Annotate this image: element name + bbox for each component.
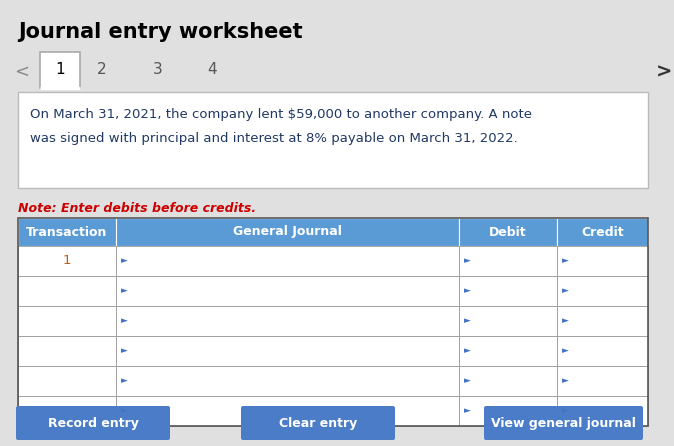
Bar [116, 336, 459, 366]
Text: ►: ► [561, 347, 569, 355]
Text: On March 31, 2021, the company lent $59,000 to another company. A note: On March 31, 2021, the company lent $59,… [30, 108, 532, 121]
Bar [18, 306, 116, 336]
Bar [116, 366, 459, 396]
Text: 2: 2 [97, 62, 106, 78]
Text: Credit: Credit [581, 226, 623, 239]
Bar [18, 336, 116, 366]
Bar [40, 52, 80, 88]
Text: Journal entry worksheet: Journal entry worksheet [18, 22, 303, 42]
Bar [557, 246, 648, 276]
Bar [557, 306, 648, 336]
Text: General Journal: General Journal [233, 226, 342, 239]
Text: ►: ► [121, 376, 127, 385]
Text: ►: ► [561, 317, 569, 326]
Bar [18, 396, 116, 426]
Text: 1: 1 [63, 255, 71, 268]
Text: ►: ► [561, 376, 569, 385]
Text: ►: ► [464, 256, 471, 265]
Text: ►: ► [464, 317, 471, 326]
Bar [459, 336, 557, 366]
Bar [459, 218, 557, 246]
Bar [116, 306, 459, 336]
Text: Transaction: Transaction [26, 226, 108, 239]
Text: >: > [656, 62, 673, 82]
Bar [459, 276, 557, 306]
Bar [459, 366, 557, 396]
Text: ►: ► [121, 256, 127, 265]
Text: Clear entry: Clear entry [279, 417, 357, 429]
Text: was signed with principal and interest at 8% payable on March 31, 2022.: was signed with principal and interest a… [30, 132, 518, 145]
Bar [459, 306, 557, 336]
Bar [18, 366, 116, 396]
FancyBboxPatch shape [241, 406, 395, 440]
Text: ►: ► [561, 256, 569, 265]
Bar [18, 276, 116, 306]
Bar [557, 218, 648, 246]
Text: View general journal: View general journal [491, 417, 636, 429]
Bar [557, 336, 648, 366]
Bar [557, 276, 648, 306]
Text: Record entry: Record entry [48, 417, 138, 429]
Text: ►: ► [464, 406, 471, 416]
FancyBboxPatch shape [16, 406, 170, 440]
Bar [18, 218, 648, 426]
Text: Note: Enter debits before credits.: Note: Enter debits before credits. [18, 202, 256, 215]
Bar [18, 92, 648, 188]
Bar [18, 246, 116, 276]
Bar [557, 396, 648, 426]
Text: ►: ► [464, 376, 471, 385]
FancyBboxPatch shape [484, 406, 643, 440]
Bar [116, 246, 459, 276]
Text: Debit: Debit [489, 226, 526, 239]
Text: ►: ► [561, 286, 569, 296]
Bar [18, 218, 116, 246]
Bar [116, 396, 459, 426]
Text: ►: ► [121, 406, 127, 416]
Text: <: < [14, 63, 29, 81]
Bar [459, 246, 557, 276]
Text: 3: 3 [153, 62, 163, 78]
Bar [557, 366, 648, 396]
Bar [116, 218, 459, 246]
Text: ►: ► [121, 286, 127, 296]
Text: ►: ► [561, 406, 569, 416]
Text: ►: ► [464, 347, 471, 355]
Text: ►: ► [121, 347, 127, 355]
Bar [459, 396, 557, 426]
Bar [116, 276, 459, 306]
Text: 1: 1 [55, 62, 65, 78]
Text: ►: ► [464, 286, 471, 296]
Text: ►: ► [121, 317, 127, 326]
Text: 4: 4 [207, 62, 217, 78]
